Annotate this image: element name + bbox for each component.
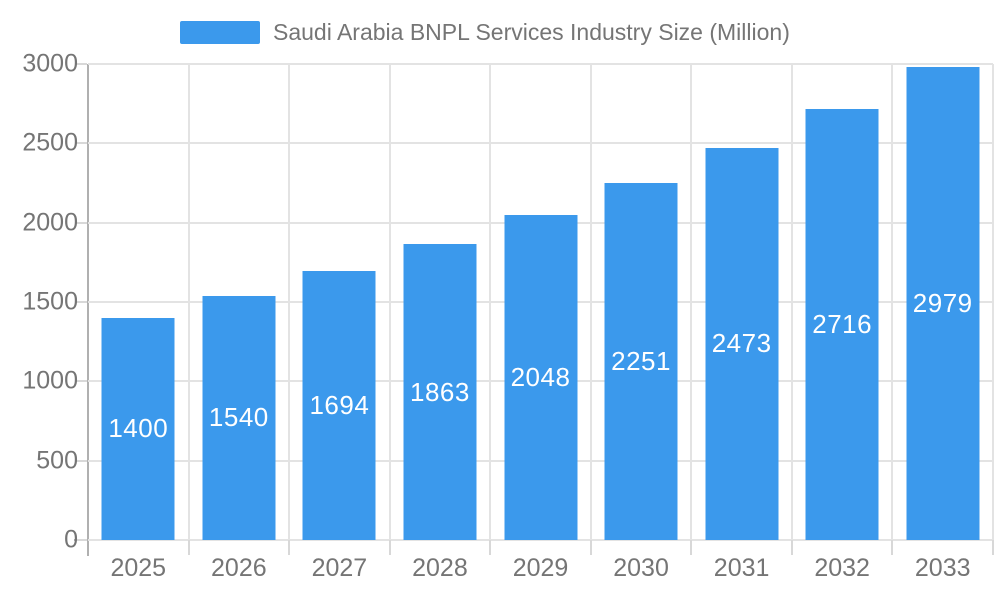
bar-2032[interactable]: 2716 [805,109,879,540]
bar-2026[interactable]: 1540 [202,295,276,540]
y-tick-label: 1000 [22,366,78,395]
v-gridline [187,64,190,540]
bar-value-label: 1400 [108,413,169,444]
x-tick [489,540,492,555]
bar-value-label: 2251 [611,345,671,376]
x-tick-label: 2026 [211,554,267,582]
h-gridline [88,539,993,541]
bar-2027[interactable]: 1694 [302,271,376,540]
y-tick-label: 0 [64,525,78,554]
x-tick-label: 2030 [613,554,669,582]
x-tick [891,540,894,555]
y-tick-label: 2500 [22,128,78,157]
x-tick [589,540,592,555]
x-tick [187,540,190,555]
y-tick-label: 500 [36,446,78,475]
v-gridline [288,64,291,540]
h-gridline [88,63,993,65]
y-axis-line [87,64,89,556]
bar-value-label: 1694 [309,390,370,421]
bar-2031[interactable]: 2473 [705,147,779,540]
bar-2029[interactable]: 2048 [504,215,577,540]
bar-value-label: 2048 [510,362,571,393]
y-tick [75,459,87,462]
legend-swatch[interactable] [180,20,260,44]
legend-label[interactable]: Saudi Arabia BNPL Services Industry Size… [273,19,790,45]
v-gridline [790,64,793,540]
x-tick-label: 2033 [914,554,971,582]
h-gridline [88,142,993,145]
y-tick [75,63,87,65]
x-tick [690,540,693,555]
bar-2033[interactable]: 2979 [906,67,980,540]
y-tick [75,380,87,383]
legend[interactable]: Saudi Arabia BNPL Services Industry Size… [180,19,790,45]
y-tick [75,142,87,145]
x-tick-label: 2028 [412,554,468,582]
bar-value-label: 1863 [410,376,470,407]
v-gridline [489,64,492,540]
bar-value-label: 2979 [912,288,973,319]
x-tick [992,540,994,555]
x-tick [288,540,291,555]
v-gridline [388,64,391,540]
v-gridline [589,64,592,540]
x-tick-label: 2031 [713,554,770,582]
y-tick [75,301,87,303]
bar-value-label: 1540 [208,402,269,433]
bar-2025[interactable]: 1400 [101,317,175,540]
bar-value-label: 2716 [812,309,873,340]
x-tick-label: 2027 [311,554,368,582]
bar-value-label: 2473 [711,328,772,359]
y-tick-label: 3000 [22,49,78,78]
x-tick [388,540,391,555]
v-gridline [992,64,994,540]
bar-2028[interactable]: 1863 [403,244,477,540]
y-tick-label: 2000 [22,208,78,237]
y-tick [75,221,87,224]
x-tick-label: 2032 [814,554,870,582]
y-tick-label: 1500 [22,287,78,316]
bar-2030[interactable]: 2251 [604,182,678,540]
x-tick [790,540,793,555]
y-tick [75,539,87,541]
x-tick-label: 2029 [512,554,569,582]
v-gridline [690,64,693,540]
x-tick-label: 2025 [110,554,167,582]
plot-area: 1400 1540 1694 1863 2048 2251 2473 2716 2979 [74,63,994,556]
v-gridline [891,64,894,540]
